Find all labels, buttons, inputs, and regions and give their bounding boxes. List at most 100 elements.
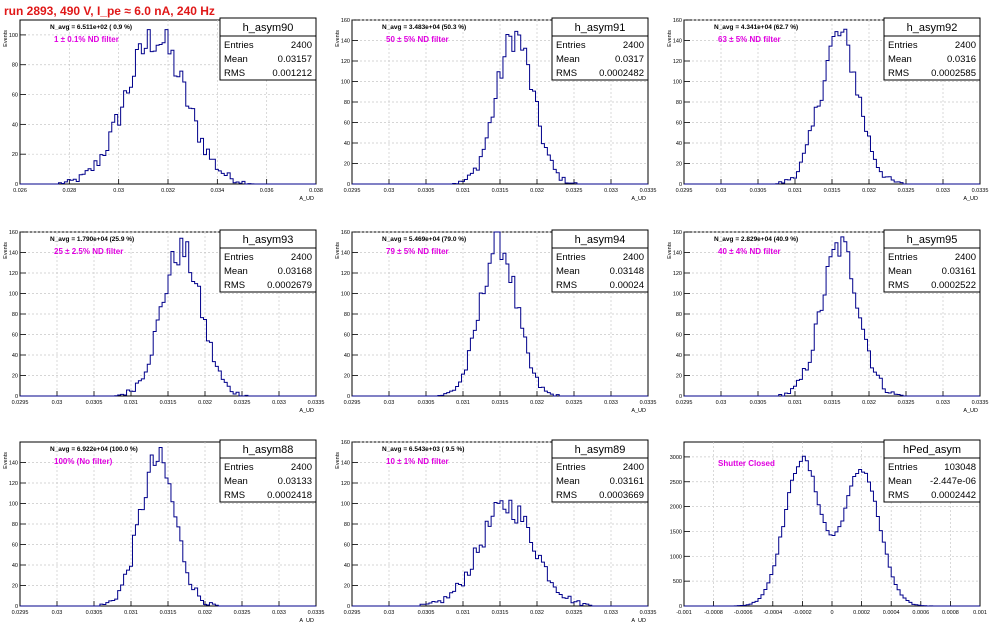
y-tick-label: 60 xyxy=(344,543,350,549)
panel-h_asym93: 0.0295 0.03 0.0305 0.031 0.0315 0.032 0.0325 0.… xyxy=(3,229,325,414)
x-tick-label: 0.0335 xyxy=(308,400,325,406)
x-tick-label: 0.0305 xyxy=(86,610,103,616)
y-tick-label: 1000 xyxy=(670,554,682,560)
stats-title: hPed_asym xyxy=(903,444,961,456)
y-axis-title: Events xyxy=(335,30,341,47)
x-tick-label: 0.0315 xyxy=(492,188,509,194)
y-axis-title: Events xyxy=(667,242,673,259)
stats-value: 0.0002482 xyxy=(599,68,644,79)
stats-title: h_asym90 xyxy=(243,22,294,34)
stats-box xyxy=(551,439,649,503)
stats-value: 0.0317 xyxy=(615,54,644,65)
panel-h_asym89: 0.0295 0.03 0.0305 0.031 0.0315 0.032 0.0325 0.… xyxy=(335,439,656,622)
filter-label: 50 ± 5% ND filter xyxy=(386,35,449,44)
stats-label: RMS xyxy=(224,280,245,291)
stats-title: h_asym92 xyxy=(907,22,958,34)
y-tick-label: 0 xyxy=(347,182,350,188)
y-tick-label: 2000 xyxy=(670,505,682,511)
x-tick-label: -0.0008 xyxy=(704,610,723,616)
x-tick-label: 0.0295 xyxy=(676,188,693,194)
y-tick-label: 120 xyxy=(341,59,350,65)
y-tick-label: 20 xyxy=(344,584,350,590)
stats-label: Mean xyxy=(888,266,912,277)
panel-h_asym90: 0.026 0.028 0.03 0.032 0.034 0.036 0.038 0 20 40 6… xyxy=(3,17,323,202)
stats-label: Entries xyxy=(888,462,918,473)
histogram-line xyxy=(352,231,648,397)
y-tick-label: 80 xyxy=(12,522,18,528)
stats-title: h_asym93 xyxy=(243,234,294,246)
stats-box xyxy=(219,17,317,81)
stats-box xyxy=(883,229,981,293)
x-tick-label: 0.001 xyxy=(973,610,987,616)
stats-label: RMS xyxy=(888,68,909,79)
y-axis-title: Events xyxy=(3,30,9,47)
y-tick-label: 20 xyxy=(12,584,18,590)
stats-label: RMS xyxy=(888,280,909,291)
x-tick-label: 0.0325 xyxy=(898,400,915,406)
x-axis-title: A_UD xyxy=(631,408,646,414)
x-tick-label: 0.03 xyxy=(52,610,63,616)
x-tick-label: -0.0006 xyxy=(734,610,753,616)
y-tick-label: 40 xyxy=(344,141,350,147)
panel-h_asym91: 0.0295 0.03 0.0305 0.031 0.0315 0.032 0.0325 0.… xyxy=(335,17,657,202)
y-tick-label: 160 xyxy=(341,18,350,24)
x-tick-label: 0.0335 xyxy=(640,188,657,194)
y-axis-title: Events xyxy=(335,242,341,259)
x-tick-label: 0.0305 xyxy=(750,188,767,194)
x-tick-label: 0.026 xyxy=(13,188,27,194)
y-tick-label: 60 xyxy=(344,333,350,339)
stats-label: Mean xyxy=(556,266,580,277)
x-tick-label: -0.0002 xyxy=(793,610,812,616)
x-tick-label: 0.033 xyxy=(272,610,286,616)
x-tick-label: 0.032 xyxy=(862,400,876,406)
stats-value: 0.00024 xyxy=(610,280,644,291)
x-tick-label: 0.0335 xyxy=(972,400,989,406)
panel-h_asym88: 0.0295 0.03 0.0305 0.031 0.0315 0.032 0.0325 0.… xyxy=(3,439,324,622)
x-tick-label: 0.0295 xyxy=(344,188,361,194)
x-tick-label: 0.033 xyxy=(936,400,950,406)
filter-label: 25 ± 2.5% ND filter xyxy=(54,247,123,256)
x-tick-label: 0.0002 xyxy=(853,610,870,616)
y-tick-label: 140 xyxy=(9,461,18,467)
y-tick-label: 160 xyxy=(9,230,18,236)
stats-value: 0.0002442 xyxy=(931,490,976,501)
stats-label: RMS xyxy=(556,490,577,501)
x-tick-label: 0.0325 xyxy=(566,610,583,616)
y-tick-label: 60 xyxy=(676,121,682,127)
stats-value: 2400 xyxy=(623,40,644,51)
y-tick-label: 40 xyxy=(12,353,18,359)
stats-value: 0.03133 xyxy=(278,476,312,487)
run-title: run 2893, 490 V, I_pe ≈ 6.0 nA, 240 Hz xyxy=(4,4,215,18)
x-tick-label: 0.0325 xyxy=(234,400,251,406)
x-axis-title: A_UD xyxy=(631,618,646,622)
stats-label: Entries xyxy=(556,40,586,51)
y-tick-label: 1500 xyxy=(670,529,682,535)
y-tick-label: 0 xyxy=(347,394,350,400)
x-tick-label: 0.033 xyxy=(604,610,618,616)
y-tick-label: 120 xyxy=(341,481,350,487)
stats-box xyxy=(551,229,649,293)
stats-label: Mean xyxy=(224,54,248,65)
x-tick-label: 0.031 xyxy=(456,400,470,406)
filter-label: 79 ± 5% ND filter xyxy=(386,247,449,256)
x-tick-label: 0.0315 xyxy=(160,610,177,616)
y-tick-label: 0 xyxy=(679,394,682,400)
stats-label: Entries xyxy=(556,252,586,263)
stats-box xyxy=(551,17,649,81)
y-tick-label: 40 xyxy=(676,353,682,359)
stats-label: Entries xyxy=(224,252,254,263)
y-tick-label: 20 xyxy=(12,374,18,380)
stats-label: RMS xyxy=(556,280,577,291)
x-tick-label: 0.032 xyxy=(530,610,544,616)
x-tick-label: 0.036 xyxy=(260,188,274,194)
filter-label: 40 ± 4% ND filter xyxy=(718,247,781,256)
panel-h_asym94: 0.0295 0.03 0.0305 0.031 0.0315 0.032 0.0325 0.… xyxy=(335,229,657,414)
x-tick-label: 0.0305 xyxy=(750,400,767,406)
stats-box xyxy=(219,229,317,293)
x-tick-label: 0.03 xyxy=(113,188,124,194)
histogram-line xyxy=(684,28,980,185)
x-tick-label: 0.0335 xyxy=(640,400,657,406)
histogram-line xyxy=(352,30,648,185)
x-tick-label: 0.0295 xyxy=(344,610,361,616)
